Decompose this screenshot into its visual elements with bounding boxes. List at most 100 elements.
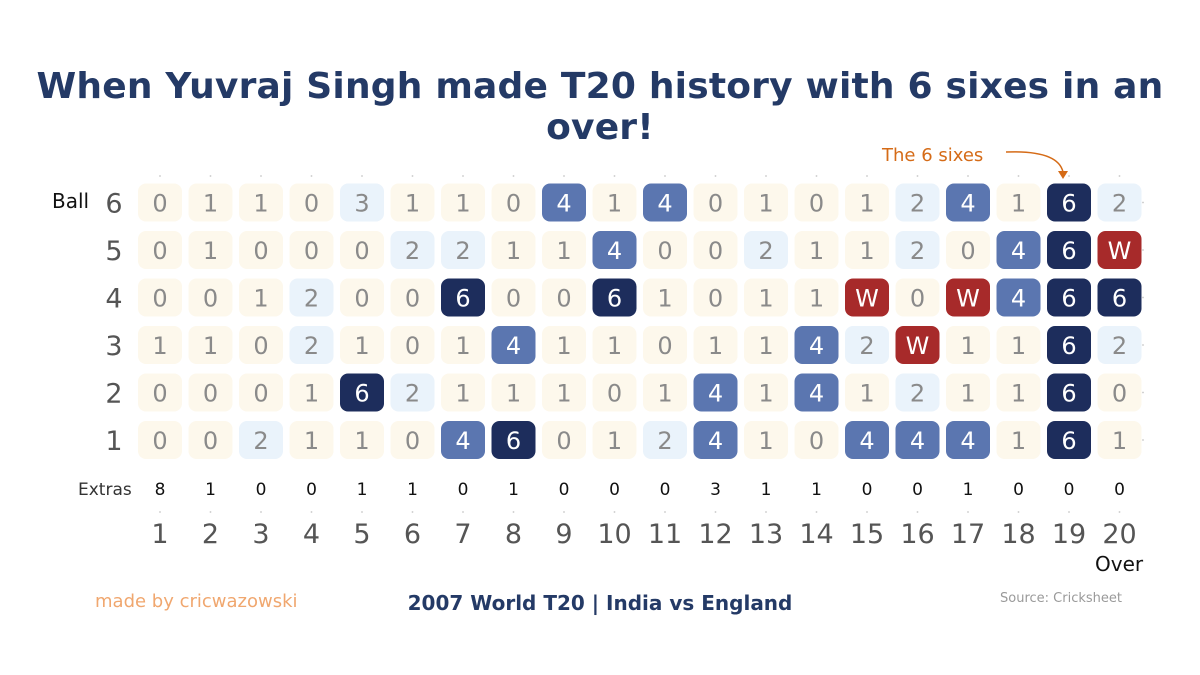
cell-value: 0 (657, 237, 672, 265)
extras-value: 1 (811, 480, 822, 500)
cell-value: 0 (607, 380, 622, 408)
cell-value: 1 (556, 237, 571, 265)
heatmap-cell: 1 (845, 231, 889, 269)
cell-rect (289, 231, 334, 269)
cell-value: 1 (304, 380, 319, 408)
cell-rect (643, 183, 687, 222)
heatmap-cell: 0 (390, 421, 435, 459)
heatmap-cell: 1 (390, 183, 435, 222)
tick-dot (1068, 175, 1070, 177)
heatmap-cell: 4 (794, 373, 839, 412)
tick-dot (260, 175, 262, 177)
cell-value: 0 (556, 285, 571, 313)
cell-value: 4 (859, 427, 874, 455)
cell-rect (138, 278, 182, 317)
cell-rect (996, 278, 1041, 317)
heatmap-cell: W (895, 326, 940, 364)
heatmap-cell: 1 (239, 183, 283, 222)
extras-value: 0 (609, 480, 620, 500)
heatmap-cell: 0 (289, 183, 334, 222)
heatmap-cell: 4 (946, 183, 990, 222)
over-tick-label: 13 (749, 519, 783, 550)
cell-rect (441, 183, 485, 222)
cell-value: 1 (1011, 332, 1026, 360)
heatmap-cell: 1 (643, 278, 687, 317)
tick-dot (613, 175, 616, 177)
over-tick-label: 20 (1102, 519, 1136, 550)
heatmap-cell: 4 (693, 421, 738, 459)
cell-rect (138, 421, 182, 459)
extras-value: 1 (407, 480, 418, 500)
heatmap-cell: 0 (643, 326, 687, 364)
cell-value: 2 (304, 332, 319, 360)
cell-value: 6 (1061, 237, 1076, 265)
heatmap-cell: 2 (289, 326, 334, 364)
cell-value: 2 (910, 190, 925, 218)
cell-rect (390, 326, 435, 364)
cell-value: 1 (607, 190, 622, 218)
cell-value: 6 (506, 427, 521, 455)
heatmap-cell: 0 (895, 278, 940, 317)
cell-value: 0 (708, 237, 723, 265)
cell-rect (895, 373, 940, 412)
heatmap-cell: 3 (340, 183, 384, 222)
cell-value: 1 (758, 332, 773, 360)
ball-tick-label: 1 (105, 426, 122, 457)
heatmap-cell: 1 (794, 231, 839, 269)
heatmap-cell: 0 (340, 231, 384, 269)
heatmap-cell: 6 (441, 278, 485, 317)
cell-rect (895, 278, 940, 317)
cell-rect (845, 231, 889, 269)
cell-rect (1097, 231, 1142, 269)
heatmap-cell: W (845, 278, 889, 317)
heatmap-cell: 1 (845, 183, 889, 222)
cell-rect (946, 326, 990, 364)
heatmap-cell: 4 (946, 421, 990, 459)
heatmap-cell: 1 (845, 373, 889, 412)
heatmap-cell: 0 (390, 278, 435, 317)
over-tick-label: 10 (597, 519, 631, 550)
heatmap-cell: 6 (1047, 421, 1091, 459)
heatmap-cell: 0 (542, 421, 586, 459)
heatmap-cell: 2 (895, 373, 940, 412)
cell-value: 6 (1061, 332, 1076, 360)
cell-rect (946, 278, 990, 317)
heatmap-cell: 0 (138, 231, 182, 269)
annotation-arrow (1005, 151, 1064, 173)
cell-rect (441, 421, 485, 459)
over-tick-label: 11 (648, 519, 682, 550)
match-subtitle: 2007 World T20 | India vs England (407, 591, 793, 615)
cell-value: 0 (405, 332, 420, 360)
heatmap-cell: 4 (895, 421, 940, 459)
cell-value: 0 (304, 237, 319, 265)
tick-dot (664, 511, 666, 513)
tick-dot (714, 511, 717, 513)
cell-value: 0 (809, 190, 824, 218)
heatmap-cell: 1 (441, 183, 485, 222)
over-tick-label: 1 (151, 519, 168, 550)
cell-rect (340, 183, 384, 222)
cell-value: 1 (405, 190, 420, 218)
heatmap-cell: 1 (188, 326, 233, 364)
cell-rect (693, 278, 738, 317)
cell-rect (996, 231, 1041, 269)
cell-value: 4 (809, 332, 824, 360)
over-tick-label: 5 (353, 519, 370, 550)
cell-rect (491, 278, 536, 317)
cell-rect (289, 373, 334, 412)
cell-value: 0 (152, 380, 167, 408)
heatmap-cell: 0 (138, 373, 182, 412)
cell-rect (1047, 183, 1091, 222)
cell-rect (1097, 278, 1142, 317)
cell-rect (188, 373, 233, 412)
cell-value: 4 (1011, 237, 1026, 265)
cell-value: 0 (506, 285, 521, 313)
over-tick-label: 6 (404, 519, 421, 550)
cell-rect (592, 278, 637, 317)
heatmap-cell: 2 (1097, 326, 1142, 364)
heatmap-cell: 1 (592, 183, 637, 222)
cell-value: 1 (203, 332, 218, 360)
cell-rect (289, 183, 334, 222)
cell-value: 1 (960, 332, 975, 360)
